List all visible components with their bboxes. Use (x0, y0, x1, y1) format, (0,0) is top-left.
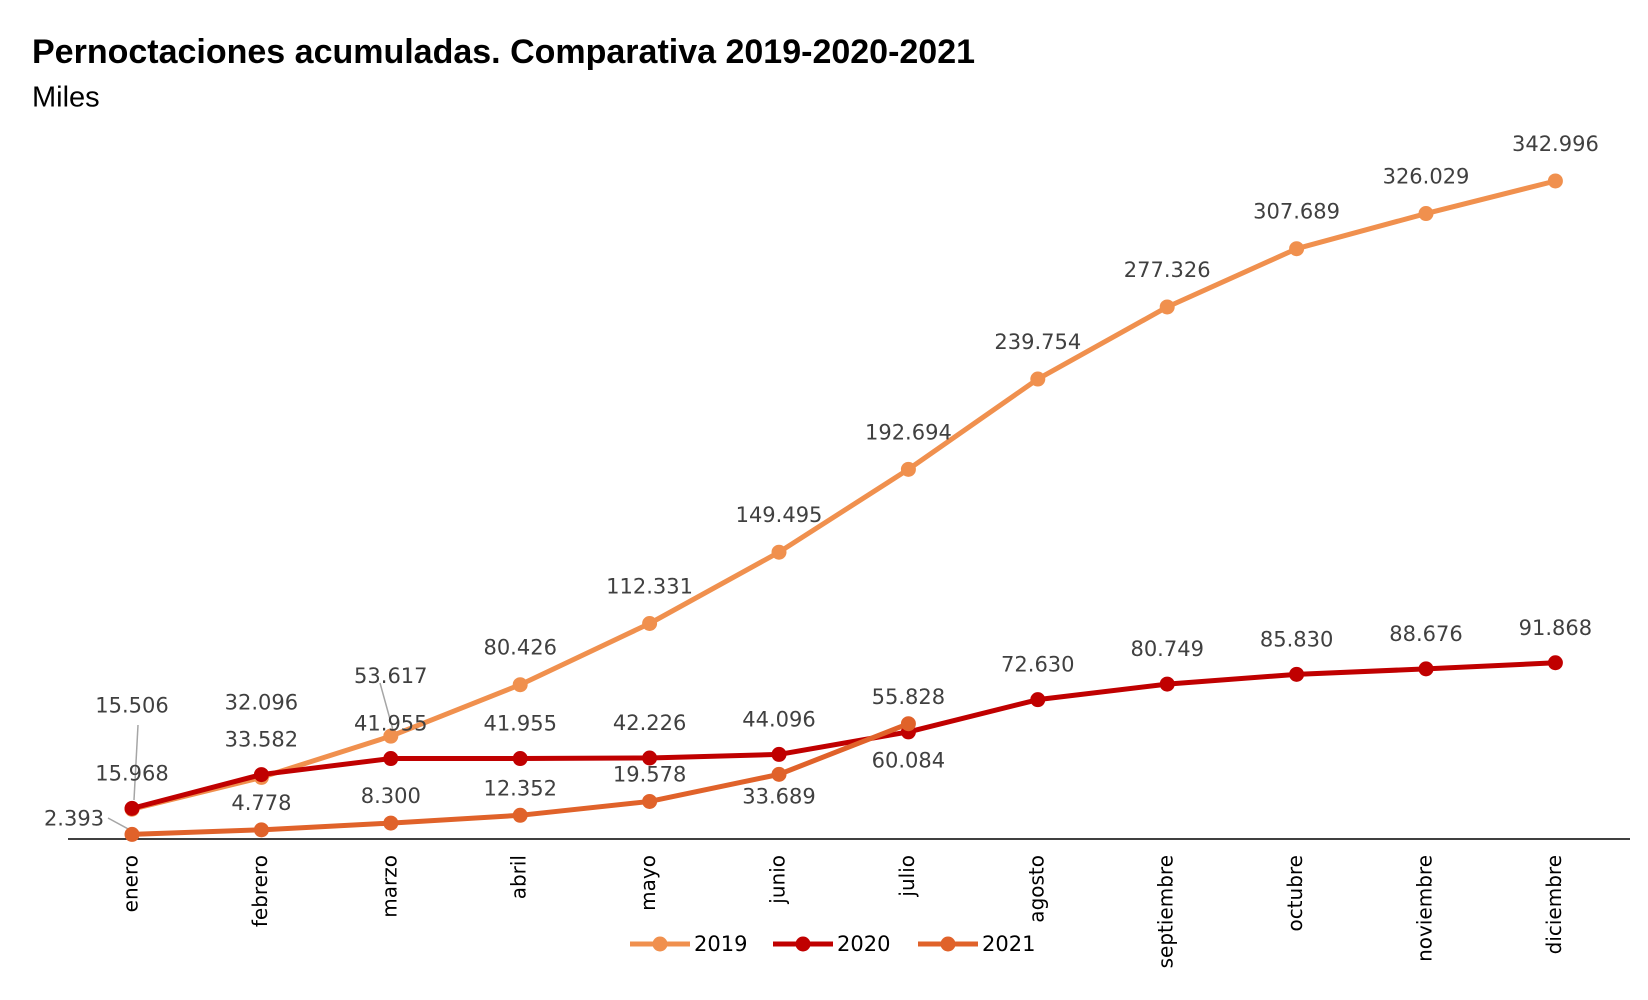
x-tick-label: mayo (636, 855, 660, 911)
data-label: 15.506 (95, 693, 168, 717)
data-label: 8.300 (361, 784, 421, 808)
legend-item: 2020 (773, 932, 890, 956)
data-point (512, 807, 528, 823)
chart-subtitle: Miles (32, 82, 100, 114)
data-label: 80.749 (1130, 637, 1203, 661)
legend-label: 2021 (982, 932, 1035, 956)
data-label: 192.694 (865, 420, 952, 444)
series-line (131, 660, 1556, 811)
data-point (1289, 241, 1305, 257)
x-tick-label: julio (895, 855, 919, 898)
x-tick-label: octubre (1283, 855, 1307, 932)
data-label: 239.754 (994, 330, 1081, 354)
data-point (512, 677, 528, 693)
data-label: 55.828 (872, 685, 945, 709)
data-label: 19.578 (613, 762, 686, 786)
data-point (253, 822, 269, 838)
x-tick-label: febrero (248, 855, 272, 927)
legend-item: 2019 (630, 932, 747, 956)
legend-label: 2020 (837, 932, 890, 956)
legend-marker (795, 936, 811, 952)
data-point (383, 815, 399, 831)
data-point (1159, 299, 1175, 315)
data-point (642, 750, 658, 766)
data-label: 149.495 (736, 503, 823, 527)
data-point (1547, 173, 1563, 189)
leader-line (133, 724, 139, 801)
data-point (642, 616, 658, 632)
data-point (1547, 655, 1563, 671)
data-label: 342.996 (1512, 132, 1599, 156)
x-tick-label: junio (766, 855, 790, 905)
data-label: 72.630 (1001, 653, 1074, 677)
data-label: 85.830 (1260, 627, 1333, 651)
data-point (124, 800, 140, 816)
data-point (1418, 206, 1434, 222)
data-point (383, 751, 399, 767)
x-tick-label: diciembre (1542, 855, 1566, 954)
x-tick-label: marzo (377, 855, 401, 918)
data-point (1030, 371, 1046, 387)
data-point (383, 728, 399, 744)
data-point (124, 826, 140, 842)
leader-line (107, 817, 131, 831)
data-label: 91.868 (1519, 616, 1592, 640)
legend-item: 2021 (918, 932, 1035, 956)
data-label: 277.326 (1124, 258, 1211, 282)
data-point (900, 461, 916, 477)
data-point (1289, 666, 1305, 682)
data-label: 307.689 (1253, 200, 1340, 224)
chart-title: Pernoctaciones acumuladas. Comparativa 2… (32, 33, 975, 71)
data-label: 53.617 (354, 664, 427, 688)
data-label: 80.426 (483, 636, 556, 660)
data-point (1418, 661, 1434, 677)
x-tick-label: abril (507, 855, 531, 899)
data-point (771, 766, 787, 782)
data-point (1030, 692, 1046, 708)
data-label: 42.226 (613, 711, 686, 735)
legend-marker (940, 936, 956, 952)
x-tick-label: enero (119, 855, 143, 912)
x-tick-label: agosto (1024, 855, 1048, 923)
data-point (771, 746, 787, 762)
data-point (253, 767, 269, 783)
leader-line (379, 682, 394, 731)
data-label: 60.084 (872, 749, 945, 773)
data-label: 326.029 (1383, 165, 1470, 189)
data-label: 4.778 (231, 791, 291, 815)
x-tick-label: septiembre (1154, 855, 1178, 968)
series-line (131, 178, 1557, 812)
data-label: 41.955 (354, 712, 427, 736)
data-point (642, 793, 658, 809)
x-tick-label: noviembre (1413, 855, 1437, 962)
data-label: 41.955 (483, 712, 556, 736)
data-label: 2.393 (44, 806, 104, 830)
data-label: 88.676 (1389, 622, 1462, 646)
data-point (1159, 676, 1175, 692)
data-point (512, 751, 528, 767)
data-label: 44.096 (742, 707, 815, 731)
data-label: 15.968 (95, 761, 168, 785)
data-label: 33.689 (742, 784, 815, 808)
data-point (771, 544, 787, 560)
data-label: 12.352 (483, 776, 556, 800)
data-label: 33.582 (225, 728, 298, 752)
data-label: 112.331 (606, 575, 693, 599)
legend-label: 2019 (694, 932, 747, 956)
legend-marker (652, 936, 668, 952)
data-point (900, 716, 916, 732)
data-label: 32.096 (225, 690, 298, 714)
